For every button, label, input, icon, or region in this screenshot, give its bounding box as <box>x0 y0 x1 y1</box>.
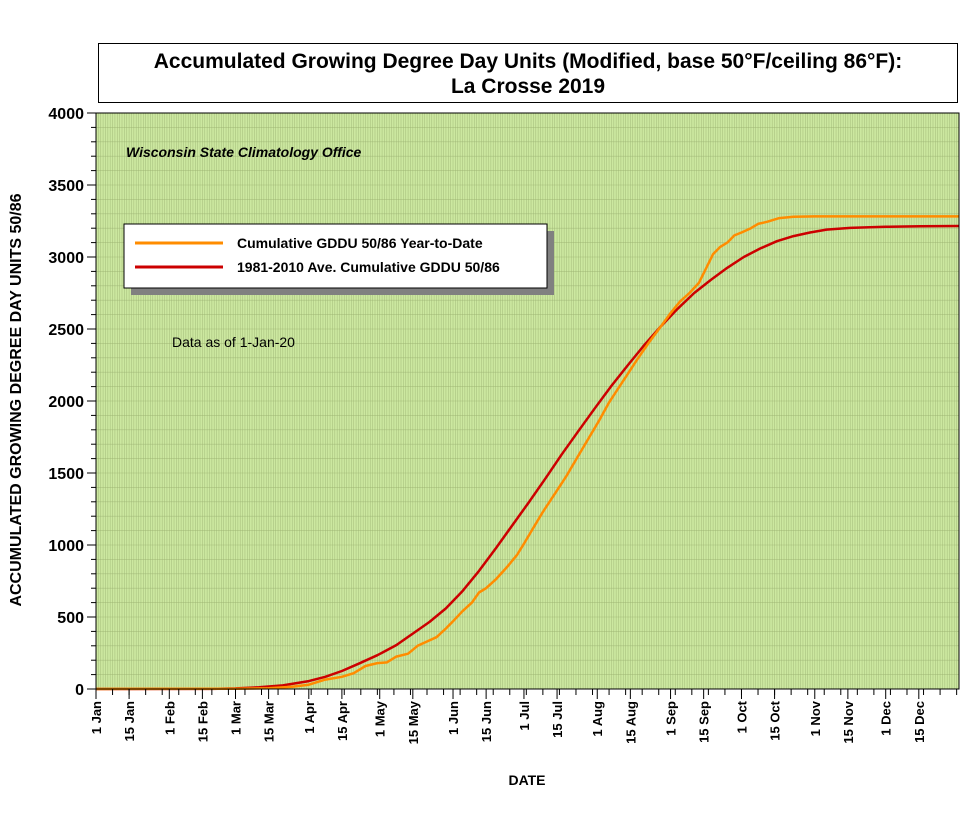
x-tick-label: 15 Dec <box>912 701 927 743</box>
legend-box <box>123 223 548 289</box>
legend-label-year-to-date: Cumulative GDDU 50/86 Year-to-Date <box>237 235 483 251</box>
y-tick-label: 0 <box>75 682 84 699</box>
x-tick-label: 1 Jan <box>89 701 104 734</box>
x-tick-label: 15 Feb <box>195 701 210 742</box>
x-tick-label: 1 Oct <box>734 700 749 733</box>
series-lines <box>95 215 960 691</box>
y-tick-label: 4000 <box>48 106 84 123</box>
x-tick-label: 1 Jul <box>517 701 532 731</box>
y-tick-label: 3500 <box>48 178 84 195</box>
x-tick-label: 15 Nov <box>841 700 856 743</box>
series-line-average <box>95 224 960 691</box>
chart-title: Accumulated Growing Degree Day Units (Mo… <box>98 43 958 103</box>
x-tick-label: 1 Jun <box>446 701 461 735</box>
legend: Cumulative GDDU 50/86 Year-to-Date 1981-… <box>123 223 548 289</box>
x-tick-label: 15 Jan <box>122 701 137 742</box>
x-tick-label: 1 Mar <box>228 701 243 735</box>
y-axis-ticks: 0 500 1000 1500 2000 2500 3000 3500 4000 <box>48 106 96 699</box>
x-tick-label: 1 Aug <box>590 701 605 737</box>
chart-subtitle: Wisconsin State Climatology Office <box>126 144 362 160</box>
x-tick-label: 15 Sep <box>697 701 712 743</box>
x-tick-label: 1 Nov <box>808 700 823 736</box>
legend-label-average: 1981-2010 Ave. Cumulative GDDU 50/86 <box>237 259 500 275</box>
x-tick-label: 15 Mar <box>262 701 277 742</box>
x-tick-label: 15 May <box>406 700 421 744</box>
chart-title-line-1: Accumulated Growing Degree Day Units (Mo… <box>153 50 903 73</box>
y-tick-label: 500 <box>57 610 84 627</box>
x-axis-label: DATE <box>508 772 545 788</box>
y-tick-label: 2500 <box>48 322 84 339</box>
y-axis-label: ACCUMULATED GROWING DEGREE DAY UNITS 50/… <box>8 193 25 606</box>
y-tick-label: 3000 <box>48 250 84 267</box>
x-tick-label: 15 Apr <box>335 701 350 741</box>
x-tick-label: 1 Apr <box>302 701 317 734</box>
x-tick-label: 15 Aug <box>623 701 638 744</box>
grid-lines <box>95 112 960 690</box>
x-tick-label: 1 May <box>373 700 388 737</box>
x-tick-label: 1 Sep <box>664 701 679 736</box>
y-tick-label: 2000 <box>48 394 84 411</box>
data-date-annotation: Data as of 1-Jan-20 <box>172 334 295 350</box>
x-tick-label: 15 Jul <box>550 701 565 738</box>
y-tick-label: 1000 <box>48 538 84 555</box>
series-line-year-to-date <box>95 215 959 691</box>
x-tick-label: 15 Oct <box>768 700 783 740</box>
x-tick-label: 1 Feb <box>162 701 177 735</box>
x-tick-label: 1 Dec <box>879 701 894 736</box>
x-axis-ticks: 1 Jan 15 Jan 1 Feb 15 Feb 1 Mar 15 Mar 1 Apr 15… <box>89 689 958 744</box>
x-tick-label: 15 Jun <box>479 701 494 742</box>
chart-title-line-2: La Crosse 2019 <box>450 75 606 98</box>
y-tick-label: 1500 <box>48 466 84 483</box>
